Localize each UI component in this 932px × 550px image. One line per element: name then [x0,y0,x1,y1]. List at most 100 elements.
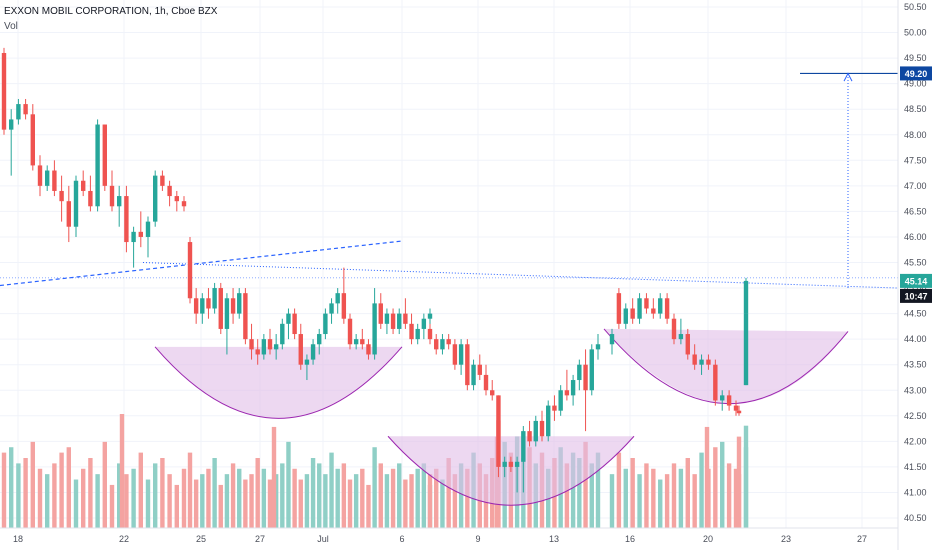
volume-bar [81,468,86,528]
candle-body [224,298,230,329]
target-price-tag [900,66,932,81]
candle-body [409,323,414,340]
volume-bar [378,463,383,528]
volume-bar [427,474,433,528]
x-tick-label: 23 [781,534,791,544]
volume-bar [390,468,396,528]
candle-body [570,380,576,396]
volume-bar [160,458,165,528]
candle-body [174,196,179,202]
volume-bar [174,484,179,528]
candle-body [353,339,359,345]
candle-body [490,390,495,396]
y-tick-label: 47.50 [904,155,927,165]
y-tick-label: 41.50 [904,462,927,472]
volume-bar [249,474,254,528]
candle-body [372,303,377,355]
volume-bar [616,452,622,528]
candle-body [706,359,711,365]
candle-body [685,334,690,355]
volume-bar [644,463,649,528]
candle-body [16,104,21,120]
candle-body [616,293,622,324]
candle-body [218,288,223,329]
candle-body [699,359,704,365]
candle-body [109,185,115,207]
x-tick-label: Jul [317,534,329,544]
volume-bar [658,479,663,528]
candle-body [434,339,439,350]
bar-countdown-value: 10:47 [904,291,927,301]
volume-bar [317,463,322,528]
volume-bar [720,441,725,528]
volume-bar [415,468,420,528]
candle-body [341,293,347,319]
candle-body [335,293,340,304]
volume-bar [637,474,642,528]
volume-bar [37,468,43,528]
candle-body [366,344,371,355]
candle-body [45,170,50,186]
x-tick-label: 25 [196,534,206,544]
volume-bar [458,463,464,528]
cup-pattern-1-curve [154,346,403,419]
candle-body [477,364,482,375]
volume-label: Vol [4,21,18,32]
volume-bar [286,441,291,528]
volume-bar [609,474,615,528]
volume-bar [167,474,172,528]
candle-body [273,344,279,350]
y-tick-label: 44.50 [904,309,927,319]
candle-body [521,431,526,462]
y-tick-label: 42.00 [904,436,927,446]
candle-body [286,313,291,324]
volume-bar [95,474,100,528]
candle-body [390,313,396,329]
candle-body [255,349,260,355]
volume-bar [335,468,340,528]
candle-body [59,190,64,202]
x-tick-label: 27 [255,534,265,544]
candle-body [558,390,563,411]
candle-body [743,280,749,314]
volume-bar [124,474,129,528]
candle-body [502,461,507,467]
candle-body [88,190,93,207]
trendline-rising [0,240,403,287]
candle-body [237,293,242,314]
volume-bar [292,468,297,528]
volume-bar [304,474,310,528]
volume-bar [102,441,107,528]
volume-bar [66,447,71,528]
volume-bar [23,458,28,528]
volume-bar [704,426,710,528]
candle-body [471,364,476,386]
y-tick-label: 45.00 [904,283,927,293]
candle-body [131,231,136,243]
volume-bar [589,463,594,528]
volume-bar [138,452,143,528]
candle-body [384,313,390,324]
volume-bar [119,414,125,528]
volume-bar [145,479,151,528]
x-tick-label: 22 [119,534,129,544]
candle-body [124,196,129,243]
volume-bar [664,474,670,528]
volume-bar [595,452,601,528]
candle-body [726,395,732,406]
volume-bar [52,463,57,528]
candle-body [181,201,187,207]
volume-bar [341,463,347,528]
volume-bar [736,436,742,528]
volume-bar [267,479,273,528]
volume-bar [397,463,402,528]
y-tick-label: 46.50 [904,206,927,216]
x-tick-label: 9 [475,534,480,544]
candle-body [360,339,365,345]
trendline-neckline [142,262,899,289]
x-tick-label: 16 [625,534,635,544]
candle-body [66,201,71,227]
volume-bar [298,479,303,528]
